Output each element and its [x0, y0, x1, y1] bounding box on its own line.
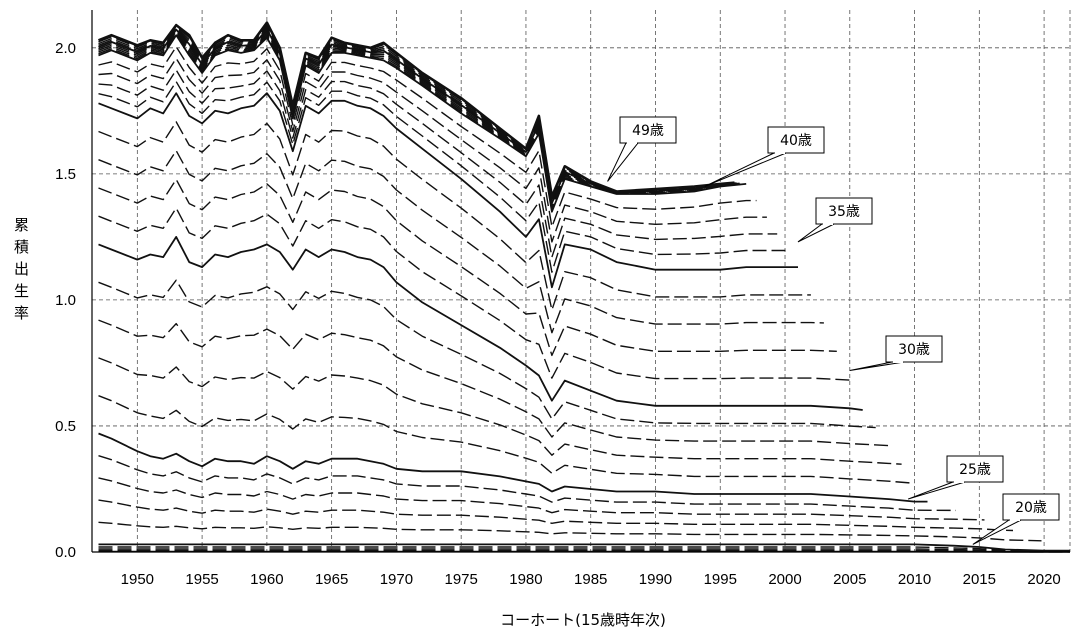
cohort-line-age-49 — [98, 21, 735, 198]
cohort-line-age-19 — [98, 546, 1070, 552]
y-axis-title-char: 積 — [14, 238, 29, 256]
callout-49歳: 49歳 — [607, 116, 677, 182]
cohort-line-age-22 — [98, 499, 1014, 532]
x-tick-labels: 1950 1955 1960 1965 1970 1975 1980 1985 1990 1995… — [121, 571, 1061, 588]
callout-label: 20歳 — [1015, 500, 1047, 516]
callout-20歳: 20歳 — [972, 493, 1060, 545]
cohort-line-age-25 — [98, 432, 928, 503]
cohort-line-age-29 — [98, 279, 876, 429]
cohort-line-age-21 — [98, 521, 1042, 542]
cohort-line-age-44 — [98, 30, 742, 206]
callout-30歳: 30歳 — [849, 335, 943, 371]
cohort-line-age-33 — [98, 150, 824, 334]
cohort-line-age-23 — [98, 477, 985, 521]
callout-35歳: 35歳 — [797, 197, 873, 243]
cohort-line-age-31 — [98, 207, 850, 381]
cohort-line-age-34 — [98, 121, 811, 311]
callout-box — [815, 197, 873, 225]
cohort-line-age-39 — [98, 46, 757, 228]
y-tick-labels: 0.0 0.5 1.0 1.5 2.0 — [55, 40, 76, 561]
y-tick-label: 1.0 — [55, 292, 76, 309]
x-tick-label: 2015 — [963, 571, 996, 588]
x-tick-label: 2005 — [833, 571, 866, 588]
cohort-line-age-17 — [98, 549, 1070, 553]
callout-pointer — [704, 152, 787, 187]
cohort-line-age-32 — [98, 178, 837, 357]
callout-pointer — [907, 481, 966, 500]
callout-pointer — [607, 142, 639, 182]
x-tick-label: 1960 — [250, 571, 283, 588]
callout-pointer — [972, 519, 1022, 545]
callout-box — [767, 126, 825, 154]
cohort-line-age-27 — [98, 357, 902, 465]
cohort-line-age-41 — [98, 33, 745, 211]
x-tick-label: 1950 — [121, 571, 154, 588]
cohort-line-age-38 — [98, 57, 767, 243]
cohort-line-age-42 — [98, 32, 744, 209]
callout-25歳: 25歳 — [907, 455, 1004, 500]
cohort-line-age-18 — [98, 548, 1070, 553]
callout-box — [1002, 493, 1060, 521]
cohort-line-age-26 — [98, 395, 915, 484]
x-tick-label: 2010 — [898, 571, 931, 588]
age-callouts: 49歳 40歳 35歳 30歳 25歳 20歳 — [607, 116, 1060, 545]
y-axis-title-char: 生 — [14, 282, 29, 300]
cohort-line-age-16 — [98, 550, 1070, 553]
cohort-line-age-46 — [98, 26, 739, 203]
x-tick-label: 2000 — [768, 571, 801, 588]
y-axis-title-char: 出 — [14, 260, 29, 278]
callout-label: 35歳 — [828, 204, 860, 220]
callout-box — [946, 455, 1004, 483]
callout-40歳: 40歳 — [704, 126, 825, 187]
callout-pointer — [797, 223, 835, 243]
x-tick-label: 1955 — [185, 571, 218, 588]
callout-box — [885, 335, 943, 363]
x-tick-label: 1980 — [509, 571, 542, 588]
x-tick-label: 1965 — [315, 571, 348, 588]
cohort-line-age-36 — [98, 80, 788, 273]
cohort-line-age-28 — [98, 319, 889, 447]
callout-pointer — [849, 361, 905, 371]
y-tick-label: 1.5 — [55, 166, 76, 183]
y-axis-title-char: 累 — [14, 216, 29, 234]
x-tick-label: 2020 — [1027, 571, 1060, 588]
cohort-line-age-20 — [98, 543, 1070, 552]
x-axis-title: コーホート(15歳時年次) — [500, 611, 666, 629]
callout-box — [619, 116, 677, 144]
callout-label: 30歳 — [898, 342, 930, 358]
y-tick-label: 0.0 — [55, 544, 76, 561]
cohort-line-age-47 — [98, 25, 738, 201]
x-tick-label: 1985 — [574, 571, 607, 588]
y-axis-title: 累積出生率 — [14, 216, 29, 322]
y-tick-label: 0.5 — [55, 418, 76, 435]
callout-label: 49歳 — [632, 123, 664, 139]
callout-label: 25歳 — [959, 462, 991, 478]
callout-label: 40歳 — [780, 133, 812, 149]
x-tick-label: 1975 — [444, 571, 477, 588]
cohort-line-age-37 — [98, 69, 778, 258]
cohort-line-age-43 — [98, 31, 743, 208]
cohort-line-age-24 — [98, 455, 956, 512]
y-axis-title-char: 率 — [14, 304, 29, 322]
cohort-line-age-30 — [98, 236, 863, 411]
y-tick-label: 2.0 — [55, 40, 76, 57]
cohort-line-age-45 — [98, 28, 740, 205]
cohort-line-age-35 — [98, 92, 798, 289]
x-tick-label: 1990 — [639, 571, 672, 588]
cohort-line-age-40 — [98, 34, 747, 213]
x-tick-label: 1995 — [704, 571, 737, 588]
x-tick-label: 1970 — [380, 571, 413, 588]
